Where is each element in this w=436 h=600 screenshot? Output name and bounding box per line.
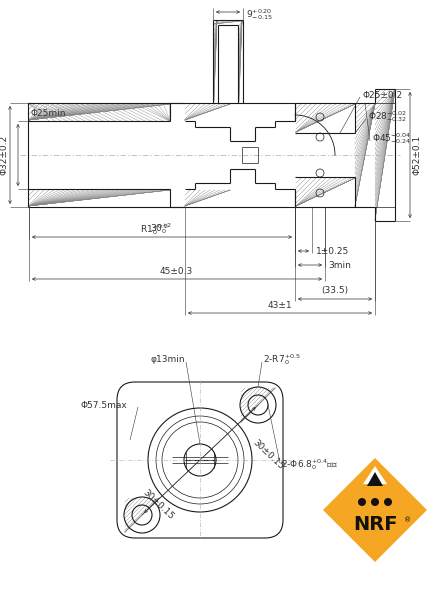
- Text: Φ45$^{-0.04}_{-0.24}$: Φ45$^{-0.04}_{-0.24}$: [372, 131, 412, 146]
- Circle shape: [358, 498, 366, 506]
- Text: 30±0.15: 30±0.15: [251, 438, 286, 472]
- Text: 45±0.3: 45±0.3: [160, 266, 193, 275]
- Polygon shape: [363, 466, 387, 484]
- Text: 2-R7$^{+0.5}_{0}$: 2-R7$^{+0.5}_{0}$: [263, 353, 301, 367]
- Text: Φ32±0.2: Φ32±0.2: [0, 135, 8, 175]
- Polygon shape: [323, 458, 427, 562]
- Text: 1±0.25: 1±0.25: [316, 247, 349, 256]
- Text: 30±0.15: 30±0.15: [141, 488, 176, 522]
- Text: (33.5): (33.5): [321, 286, 348, 295]
- Text: φ13min: φ13min: [150, 355, 185, 364]
- Text: Φ28$^{-0.02}_{-0.32}$: Φ28$^{-0.02}_{-0.32}$: [368, 110, 407, 124]
- Text: Φ25min: Φ25min: [30, 109, 65, 118]
- Text: $9^{+0.20}_{-0.15}$: $9^{+0.20}_{-0.15}$: [246, 8, 272, 22]
- Text: NRF: NRF: [353, 515, 397, 535]
- Text: Φ25±0.2: Φ25±0.2: [362, 91, 402, 100]
- Polygon shape: [367, 472, 383, 486]
- Text: 2-Φ6.8$^{+0.4}_{0}$通孔: 2-Φ6.8$^{+0.4}_{0}$通孔: [281, 458, 338, 472]
- Text: Φ52±0.1: Φ52±0.1: [412, 135, 421, 175]
- Text: $30^{+2}_{0}$: $30^{+2}_{0}$: [150, 221, 172, 236]
- Circle shape: [371, 498, 379, 506]
- Text: ®: ®: [405, 517, 412, 523]
- Text: 43±1: 43±1: [268, 301, 292, 310]
- Text: R1$^{+0.2}_{0}$: R1$^{+0.2}_{0}$: [140, 223, 168, 238]
- Text: 3min: 3min: [328, 260, 351, 269]
- Circle shape: [384, 498, 392, 506]
- Text: Φ57.5max: Φ57.5max: [80, 401, 127, 409]
